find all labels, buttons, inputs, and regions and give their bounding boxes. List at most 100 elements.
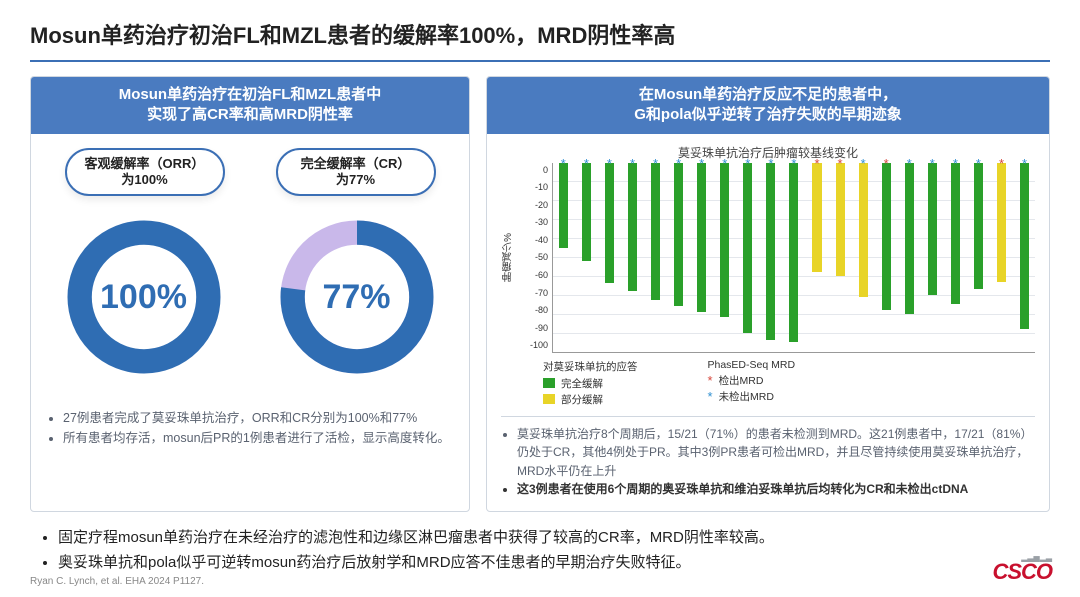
mrd-neg-mark: * [630,159,635,169]
bar [720,163,729,318]
legend2-head: PhasED-Seq MRD [708,359,796,371]
mrd-neg-mark: * [699,159,704,169]
legend-response: 对莫妥珠单抗的应答 完全缓解 部分缓解 [543,359,638,408]
mark-mrd-pos: * [708,373,713,388]
summary-item: 奥妥珠单抗和pola似乎可逆转mosun药治疗后放射学和MRD应答不佳患者的早期… [58,551,1050,576]
y-tick: -60 [535,270,548,280]
donut-orr-label: 100% [59,212,229,382]
mrd-neg-mark: * [1022,159,1027,169]
left-panel: Mosun单药治疗在初治FL和MZL患者中实现了高CR率和高MRD阴性率 客观缓… [30,76,470,512]
y-tick: -40 [535,235,548,245]
y-tick: -50 [535,252,548,262]
oval-orr: 客观缓解率（ORR） 为100% [65,148,225,197]
mrd-neg-mark: * [861,159,866,169]
bar-col: * [557,163,570,352]
bar [859,163,868,297]
mrd-neg-mark: * [745,159,750,169]
bar-col: * [649,163,662,352]
bar-col: * [880,163,893,352]
donut-cr: 77% [272,212,442,382]
bar [951,163,960,305]
mrd-neg-mark: * [768,159,773,169]
mrd-pos-mark: * [814,159,819,169]
mrd-neg-mark: * [584,159,589,169]
y-tick: -20 [535,200,548,210]
bar [697,163,706,312]
y-tick: -80 [535,305,548,315]
left-bullets: 27例患者完成了莫妥珠单抗治疗，ORR和CR分别为100%和77%所有患者均存活… [31,400,469,462]
bar-col: * [695,163,708,352]
bar [789,163,798,343]
bar-col: * [1018,163,1031,352]
swatch-cr [543,378,555,388]
bar [812,163,821,273]
bar-col: * [972,163,985,352]
y-tick: -90 [535,323,548,333]
bar-col: * [718,163,731,352]
swatch-pr [543,394,555,404]
list-item: 这3例患者在使用6个周期的奥妥珠单抗和维泊妥珠单抗后均转化为CR和未检出ctDN… [517,480,1033,499]
bar-col: * [834,163,847,352]
legend-mrd-neg: *未检出MRD [708,389,796,404]
left-panel-header: Mosun单药治疗在初治FL和MZL患者中实现了高CR率和高MRD阴性率 [31,77,469,134]
oval-cr-l1: 完全缓解率（CR） [296,156,416,172]
mrd-neg-mark: * [791,159,796,169]
legend-mrd-pos-text: 检出MRD [719,373,764,388]
bar [974,163,983,290]
waterfall-chart: 莫妥珠单抗治疗后肿瘤较基线变化 肿瘤减少% 0-10-20-30-40-50-6… [487,134,1049,412]
mrd-pos-mark: * [838,159,843,169]
right-panel-header: 在Mosun单药治疗反应不足的患者中，G和pola似乎逆转了治疗失败的早期迹象 [487,77,1049,134]
y-tick: -10 [535,182,548,192]
mrd-pos-mark: * [884,159,889,169]
mark-mrd-neg: * [708,389,713,404]
mrd-neg-mark: * [722,159,727,169]
y-tick: -100 [530,340,548,350]
donut-orr: 100% [59,212,229,382]
y-tick: 0 [543,165,548,175]
bar-col: * [788,163,801,352]
bar [882,163,891,310]
bar [605,163,614,284]
bar [905,163,914,314]
mrd-neg-mark: * [607,159,612,169]
bar-col: * [626,163,639,352]
oval-orr-l1: 客观缓解率（ORR） [85,156,205,172]
csco-logo: ▂▃▅▂▃ CSCO [992,553,1052,585]
bar [628,163,637,292]
bar [743,163,752,333]
logo-text: CSCO [992,559,1052,584]
oval-orr-l2: 为100% [85,172,205,188]
bar-col: * [672,163,685,352]
bar-col: * [811,163,824,352]
y-tick: -30 [535,217,548,227]
list-item: 莫妥珠单抗治疗8个周期后，15/21（71%）的患者未检测到MRD。这21例患者… [517,425,1033,481]
legend-mrd-pos: * 检出MRD [708,373,796,388]
bar [836,163,845,276]
page-title: Mosun单药治疗初治FL和MZL患者的缓解率100%，MRD阴性率高 [30,18,1050,50]
y-axis-label: 肿瘤减少% [501,233,516,282]
mrd-neg-mark: * [930,159,935,169]
donut-cr-label: 77% [272,212,442,382]
citation-footer: Ryan C. Lynch, et al. EHA 2024 P1127. [30,576,204,587]
bar-col: * [857,163,870,352]
bar-col: * [765,163,778,352]
bar [928,163,937,295]
bar-col: * [603,163,616,352]
legend-pr-text: 部分缓解 [561,392,603,407]
mrd-neg-mark: * [676,159,681,169]
bar [674,163,683,307]
mrd-neg-mark: * [907,159,912,169]
bar-col: * [926,163,939,352]
legend-pr: 部分缓解 [543,392,638,407]
legend-cr-text: 完全缓解 [561,376,603,391]
mrd-neg-mark: * [953,159,958,169]
right-bullets: 莫妥珠单抗治疗8个周期后，15/21（71%）的患者未检测到MRD。这21例患者… [487,417,1049,511]
summary-bullets: 固定疗程mosun单药治疗在未经治疗的滤泡性和边缘区淋巴瘤患者中获得了较高的CR… [30,526,1050,576]
list-item: 所有患者均存活，mosun后PR的1例患者进行了活检，显示高度转化。 [63,428,451,448]
chart-legend: 对莫妥珠单抗的应答 完全缓解 部分缓解 PhasED-Seq MRD * 检出MR… [501,353,1035,410]
mrd-neg-mark: * [976,159,981,169]
bars-region: ********************* [552,163,1035,353]
y-axis-ticks: 0-10-20-30-40-50-60-70-80-90-100 [518,163,552,353]
bar [559,163,568,248]
mrd-pos-mark: * [999,159,1004,169]
